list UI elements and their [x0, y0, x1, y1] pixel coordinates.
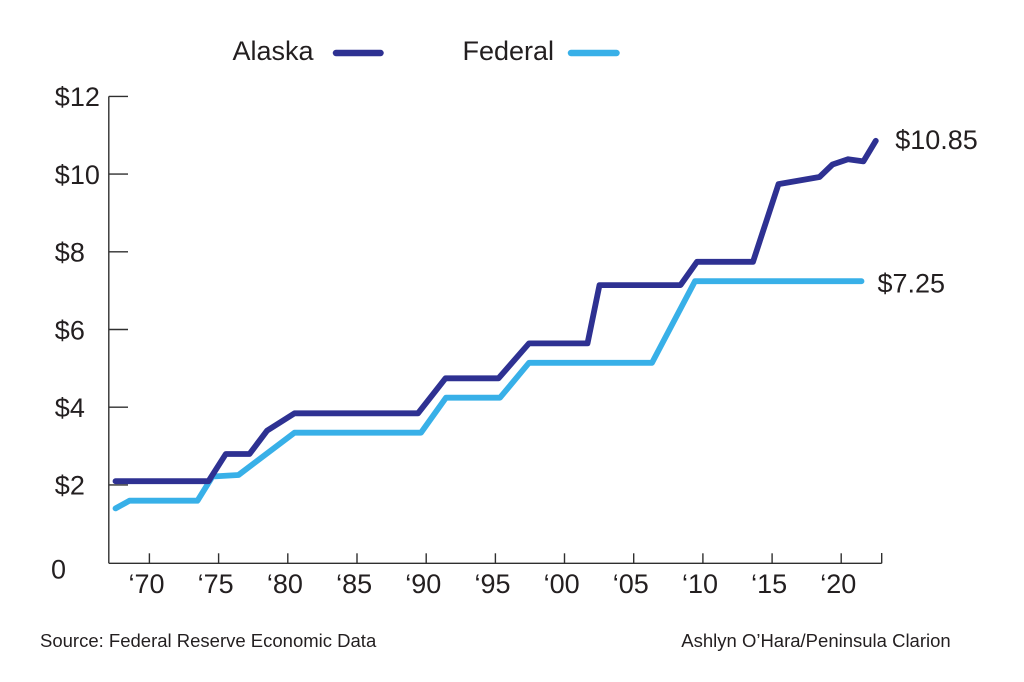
- svg-text:‘10: ‘10: [682, 569, 718, 599]
- svg-text:‘75: ‘75: [198, 569, 234, 599]
- svg-text:$7.25: $7.25: [878, 269, 946, 299]
- svg-text:‘95: ‘95: [474, 569, 510, 599]
- svg-text:‘00: ‘00: [544, 569, 580, 599]
- svg-text:$12: $12: [55, 82, 100, 112]
- svg-text:Ashlyn O’Hara/Peninsula Clario: Ashlyn O’Hara/Peninsula Clarion: [681, 630, 950, 651]
- svg-text:‘90: ‘90: [405, 569, 441, 599]
- svg-text:$8: $8: [55, 238, 85, 268]
- svg-text:Federal: Federal: [463, 36, 555, 66]
- svg-text:$10: $10: [55, 160, 100, 190]
- svg-text:$6: $6: [55, 315, 85, 345]
- svg-text:Alaska: Alaska: [233, 36, 315, 66]
- svg-text:‘85: ‘85: [336, 569, 372, 599]
- svg-text:$10.85: $10.85: [895, 125, 978, 155]
- svg-text:‘80: ‘80: [267, 569, 303, 599]
- svg-text:$4: $4: [55, 393, 85, 423]
- svg-text:‘70: ‘70: [128, 569, 164, 599]
- svg-text:‘20: ‘20: [820, 569, 856, 599]
- svg-text:0: 0: [51, 555, 66, 585]
- svg-text:Source: Federal Reserve Econom: Source: Federal Reserve Economic Data: [40, 630, 377, 651]
- svg-text:$2: $2: [55, 471, 85, 501]
- svg-text:‘05: ‘05: [613, 569, 649, 599]
- svg-text:‘15: ‘15: [751, 569, 787, 599]
